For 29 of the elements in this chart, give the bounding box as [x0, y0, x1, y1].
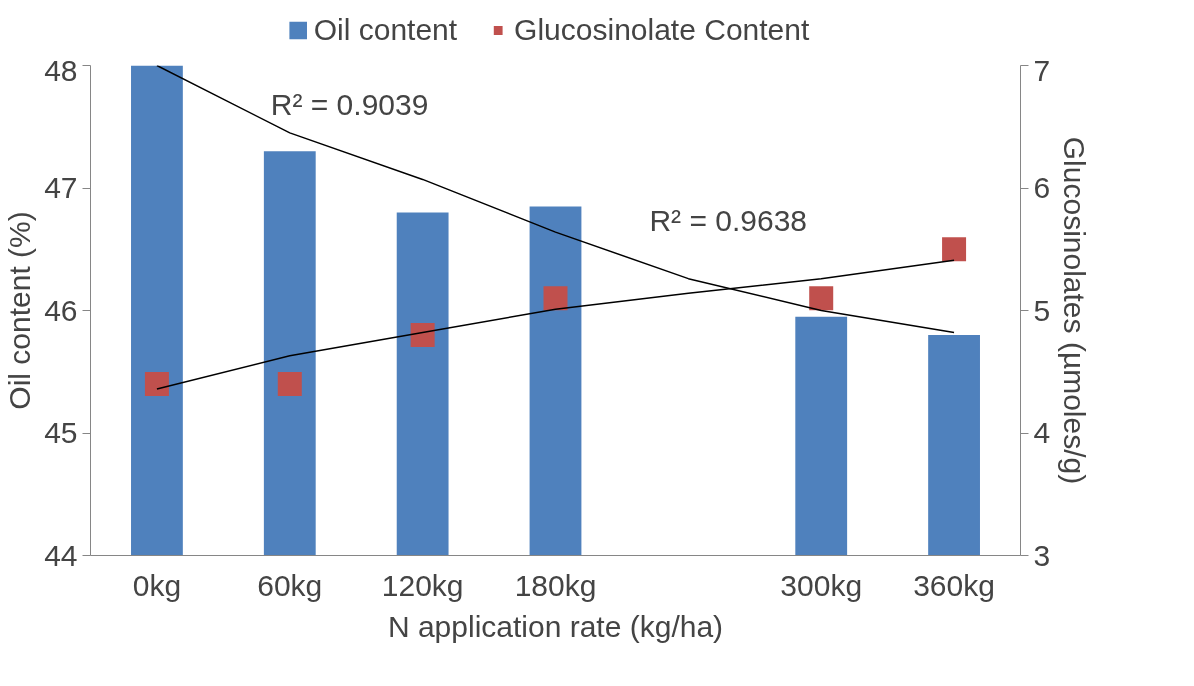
x-tick-label: 180kg	[514, 568, 597, 602]
y2-tick-label: 3	[1033, 538, 1051, 572]
y2-tick-label: 4	[1033, 416, 1051, 449]
x-tick-label: 0kg	[132, 568, 182, 602]
legend-label: Oil content	[313, 13, 458, 47]
y2-tick-label: 5	[1033, 293, 1051, 327]
y2-tick-label: 6	[1033, 171, 1051, 204]
point	[277, 372, 302, 396]
y-tick-label: 44	[44, 538, 78, 572]
y-tick-label: 48	[44, 53, 78, 87]
y-tick-label: 47	[44, 171, 78, 204]
y2-axis-title: Glucosinolates (µmoles/g)	[1058, 136, 1092, 485]
point	[144, 372, 169, 396]
x-tick-label: 120kg	[381, 568, 464, 602]
x-tick-label: 360kg	[913, 568, 995, 602]
point	[942, 237, 967, 262]
x-tick-label: 60kg	[257, 568, 323, 602]
y-axis-title: Oil content (%)	[3, 211, 37, 410]
y-tick-label: 45	[44, 416, 78, 449]
y-tick-label: 46	[44, 293, 78, 327]
y2-tick-label: 7	[1033, 53, 1051, 87]
annotation: R² = 0.9039	[270, 87, 429, 121]
point	[543, 286, 568, 311]
point	[809, 286, 834, 311]
point	[410, 323, 435, 347]
legend-label: Glucosinolate Content	[514, 13, 810, 47]
x-tick-label: 300kg	[780, 568, 863, 602]
annotation: R² = 0.9638	[649, 204, 808, 237]
x-axis-title: N application rate (kg/ha)	[387, 609, 724, 643]
